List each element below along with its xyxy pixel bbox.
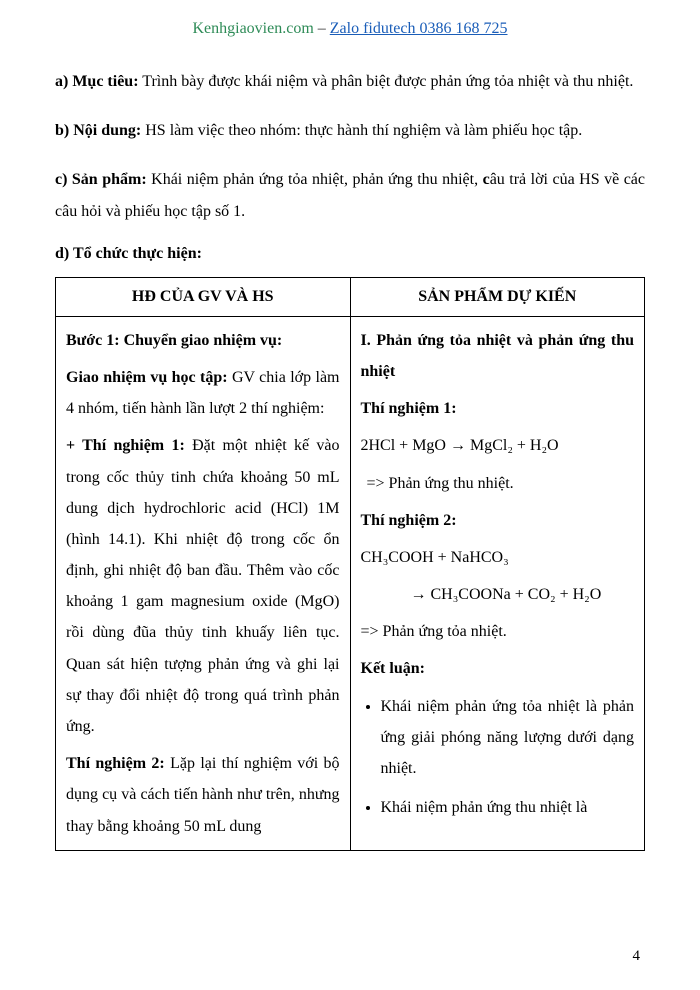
section-a-label: a) Mục tiêu:: [55, 73, 139, 90]
header-dash: –: [314, 20, 330, 37]
bullet-item: Khái niệm phản ứng tỏa nhiệt là phản ứng…: [381, 691, 635, 785]
right-title: I. Phản ứng tỏa nhiệt và phản ứng thu nh…: [361, 332, 635, 380]
content-table: HĐ CỦA GV VÀ HS SẢN PHẨM DỰ KIẾN Bước 1:…: [55, 277, 645, 851]
exp2-label: Thí nghiệm 2:: [66, 755, 165, 772]
step1-label: Bước 1: Chuyển giao nhiệm vụ:: [66, 332, 282, 349]
exp1-label: + Thí nghiệm 1:: [66, 437, 185, 454]
eq1-result: => Phản ứng thu nhiệt.: [361, 468, 635, 499]
page-number: 4: [633, 948, 641, 965]
right-exp1-label: Thí nghiệm 1:: [361, 400, 457, 417]
table-cell-left: Bước 1: Chuyển giao nhiệm vụ: Giao nhiệm…: [56, 316, 351, 850]
table-body-row: Bước 1: Chuyển giao nhiệm vụ: Giao nhiệm…: [56, 316, 645, 850]
bullet-item: Khái niệm phản ứng thu nhiệt là: [381, 792, 635, 823]
header-link[interactable]: Zalo fidutech 0386 168 725: [330, 20, 508, 37]
section-c-label: c) Sản phẩm:: [55, 171, 147, 188]
section-c: c) Sản phẩm: Khái niệm phản ứng tỏa nhiệ…: [55, 164, 645, 226]
eq2a: CH₃COOH + NaHCO₃: [361, 542, 635, 573]
conclusion-list: Khái niệm phản ứng tỏa nhiệt là phản ứng…: [361, 691, 635, 824]
assign-label: Giao nhiệm vụ học tập:: [66, 369, 228, 386]
section-d-label: d) Tổ chức thực hiện:: [55, 245, 645, 263]
section-b: b) Nội dung: HS làm việc theo nhóm: thực…: [55, 115, 645, 146]
eq1: 2HCl + MgO → MgCl₂ + H₂O: [361, 430, 635, 461]
table-header-left: HĐ CỦA GV VÀ HS: [56, 277, 351, 316]
header-site: Kenhgiaovien.com: [192, 20, 313, 37]
section-b-label: b) Nội dung:: [55, 122, 141, 139]
conclusion-label: Kết luận:: [361, 660, 425, 677]
eq2b: → CH₃COONa + CO₂ + H₂O: [361, 579, 635, 610]
right-exp2-label: Thí nghiệm 2:: [361, 512, 457, 529]
section-a-text: Trình bày được khái niệm và phân biệt đư…: [139, 73, 634, 90]
table-header-row: HĐ CỦA GV VÀ HS SẢN PHẨM DỰ KIẾN: [56, 277, 645, 316]
section-c-text1: Khái niệm phản ứng tỏa nhiệt, phản ứng t…: [147, 171, 483, 188]
table-cell-right: I. Phản ứng tỏa nhiệt và phản ứng thu nh…: [350, 316, 645, 850]
section-c-bold: c: [483, 171, 490, 188]
exp1-text: Đặt một nhiệt kế vào trong cốc thủy tinh…: [66, 437, 340, 735]
section-b-text: HS làm việc theo nhóm: thực hành thí ngh…: [141, 122, 582, 139]
section-a: a) Mục tiêu: Trình bày được khái niệm và…: [55, 66, 645, 97]
page-header: Kenhgiaovien.com – Zalo fidutech 0386 16…: [55, 20, 645, 38]
table-header-right: SẢN PHẨM DỰ KIẾN: [350, 277, 645, 316]
eq2-result: => Phản ứng tỏa nhiệt.: [361, 616, 635, 647]
